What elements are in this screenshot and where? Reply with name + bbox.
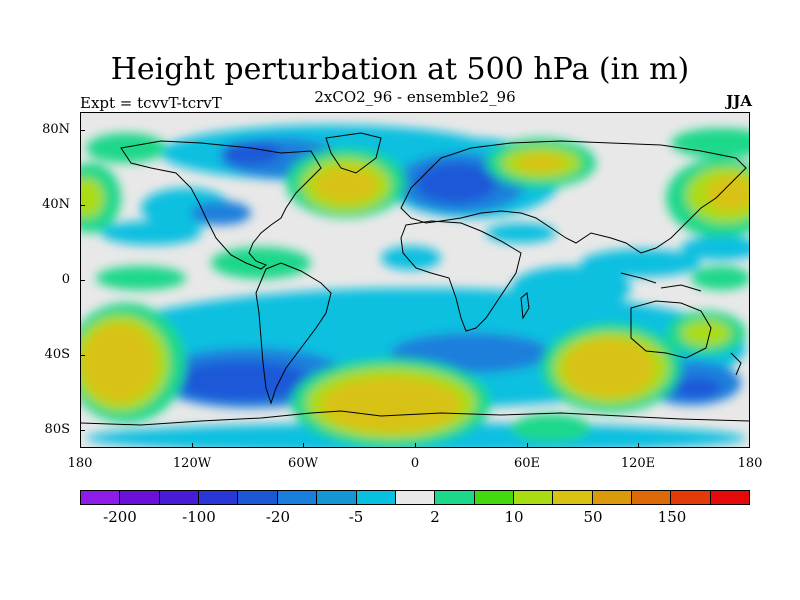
lon-label-180e: 180	[737, 456, 763, 471]
colorbar-swatch	[199, 491, 239, 504]
colorbar-swatch	[238, 491, 278, 504]
colorbar-swatch	[435, 491, 475, 504]
lon-tick	[638, 443, 639, 448]
colorbar-label: -200	[103, 508, 137, 526]
colorbar-swatch	[474, 491, 514, 504]
experiment-label: Expt = tcvvT-tcrvT	[80, 94, 222, 112]
colorbar-swatch	[356, 491, 396, 504]
colorbar-swatch	[317, 491, 357, 504]
colorbar-swatch	[513, 491, 554, 504]
lon-label-120e: 120E	[620, 456, 656, 471]
lat-label-80s: 80S	[44, 422, 70, 437]
contour-field	[81, 113, 749, 447]
colorbar-swatch	[277, 491, 318, 504]
lat-tick	[80, 205, 85, 206]
comparison-label: 2xCO2_96 - ensemble2_96	[314, 88, 516, 106]
lat-tick	[80, 430, 85, 431]
lat-tick	[80, 130, 85, 131]
lon-tick	[527, 443, 528, 448]
lat-label-40n: 40N	[42, 197, 70, 212]
lat-tick	[80, 355, 85, 356]
shaded-anomaly-regions	[81, 125, 749, 447]
colorbar-label: -100	[182, 508, 216, 526]
lat-label-equator: 0	[61, 272, 70, 287]
colorbar-swatch	[671, 491, 711, 504]
colorbar-label: 150	[657, 508, 687, 526]
lat-tick	[80, 280, 85, 281]
colorbar-label: 50	[583, 508, 603, 526]
lon-label-0: 0	[410, 456, 420, 471]
colorbar-swatch	[592, 491, 633, 504]
colorbar-label: 2	[430, 508, 440, 526]
lon-label-180w: 180	[67, 456, 93, 471]
lon-tick	[192, 443, 193, 448]
lat-label-40s: 40S	[44, 347, 70, 362]
lon-label-60w: 60W	[288, 456, 318, 471]
lat-label-80n: 80N	[42, 122, 70, 137]
colorbar-label: -5	[348, 508, 364, 526]
lon-tick	[303, 443, 304, 448]
colorbar-label: -20	[265, 508, 291, 526]
colorbar-swatch	[395, 491, 436, 504]
coastlines	[81, 132, 749, 426]
colorbar-label: 10	[504, 508, 524, 526]
colorbar-swatch	[81, 491, 121, 504]
map-title: Height perturbation at 500 hPa (in m)	[110, 52, 690, 87]
map-plot-area	[80, 112, 750, 448]
colorbar-swatch	[159, 491, 200, 504]
colorbar-swatch	[710, 491, 750, 504]
colorbar	[80, 490, 750, 505]
lon-label-120w: 120W	[172, 456, 212, 471]
lon-tick	[415, 443, 416, 448]
lon-label-60e: 60E	[513, 456, 541, 471]
colorbar-swatch	[120, 491, 160, 504]
season-label: JJA	[726, 92, 752, 110]
colorbar-swatch	[632, 491, 672, 504]
colorbar-swatch	[553, 491, 593, 504]
